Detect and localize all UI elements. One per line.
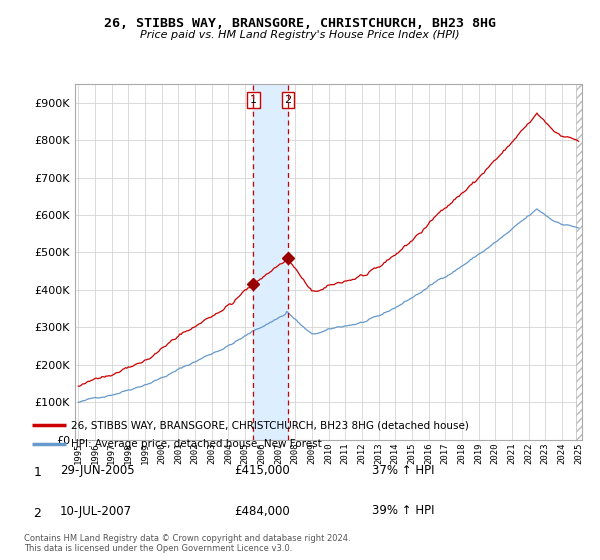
Text: HPI: Average price, detached house, New Forest: HPI: Average price, detached house, New … — [71, 439, 322, 449]
Bar — [576, 84, 582, 440]
Text: 2: 2 — [284, 95, 292, 105]
Text: £415,000: £415,000 — [234, 464, 290, 477]
Text: £484,000: £484,000 — [234, 505, 290, 517]
Text: 10-JUL-2007: 10-JUL-2007 — [60, 505, 132, 517]
Text: 1: 1 — [250, 95, 257, 105]
Text: 37% ↑ HPI: 37% ↑ HPI — [372, 464, 434, 477]
Text: 29-JUN-2005: 29-JUN-2005 — [60, 464, 134, 477]
Text: 2: 2 — [34, 507, 41, 520]
Bar — [253, 84, 288, 440]
Text: 26, STIBBS WAY, BRANSGORE, CHRISTCHURCH, BH23 8HG (detached house): 26, STIBBS WAY, BRANSGORE, CHRISTCHURCH,… — [71, 421, 469, 430]
Text: 39% ↑ HPI: 39% ↑ HPI — [372, 505, 434, 517]
Text: 1: 1 — [34, 466, 41, 479]
Text: Contains HM Land Registry data © Crown copyright and database right 2024.
This d: Contains HM Land Registry data © Crown c… — [24, 534, 350, 553]
Text: 26, STIBBS WAY, BRANSGORE, CHRISTCHURCH, BH23 8HG: 26, STIBBS WAY, BRANSGORE, CHRISTCHURCH,… — [104, 17, 496, 30]
Text: Price paid vs. HM Land Registry's House Price Index (HPI): Price paid vs. HM Land Registry's House … — [140, 30, 460, 40]
